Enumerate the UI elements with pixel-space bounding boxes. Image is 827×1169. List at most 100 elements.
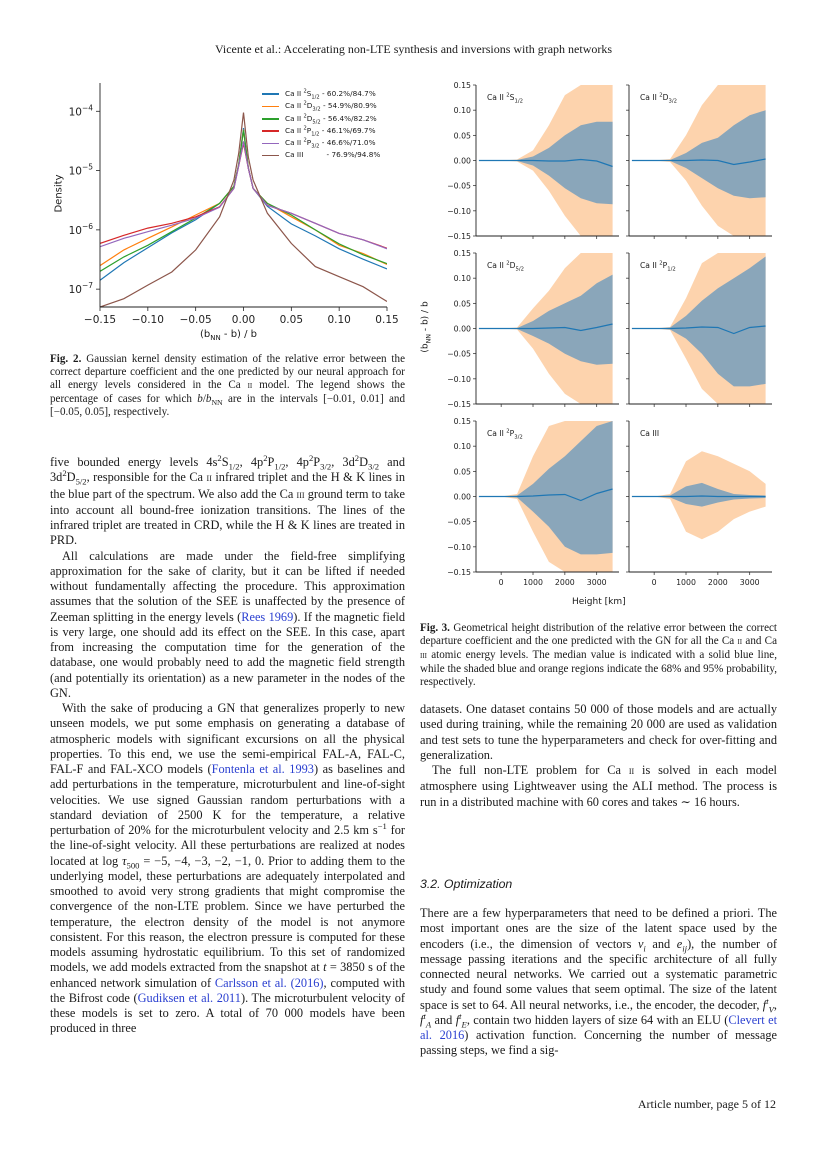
legend-swatch (262, 117, 279, 120)
y-tick-label: 0.15 (454, 249, 471, 258)
legend-label: Ca II 2S1/2 - 60.2%/84.7% (285, 88, 376, 101)
band-68-percent (631, 256, 766, 387)
running-header: Vicente et al.: Accelerating non-LTE syn… (214, 42, 613, 56)
panel-title: Ca II 2P1/2 (640, 260, 676, 273)
median-line (478, 158, 613, 168)
band-68-percent (631, 110, 766, 199)
x-tick-label: −0.05 (180, 314, 212, 326)
panel-title: Ca II 2D3/2 (640, 92, 678, 105)
fig3-y-axis-label: (bNN - b) / b (420, 301, 433, 353)
legend-entry: Ca III - 76.9%/94.8% (262, 149, 380, 161)
x-tick-label: 0.05 (280, 314, 303, 326)
y-tick-label: −0.10 (447, 375, 471, 384)
page-footer: Article number, page 5 of 12 (637, 1097, 776, 1111)
legend-swatch (262, 130, 279, 132)
y-tick-label: −0.10 (447, 543, 471, 552)
y-tick-label: 0.10 (454, 106, 471, 115)
x-tick-label: 0.15 (375, 314, 398, 326)
y-tick-label: 0.15 (454, 81, 471, 90)
y-tick-label: 10−6 (69, 222, 94, 237)
paragraph: datasets. One dataset contains 50 000 of… (420, 702, 777, 762)
paragraph: There are a few hyperparameters that nee… (420, 906, 778, 1058)
fig3-x-axis-label: Height [km] (572, 597, 626, 607)
legend-label: Ca II 2P3/2 - 46.6%/71.0% (285, 137, 376, 150)
panel-title: Ca II 2D5/2 (487, 260, 525, 273)
fig2-density-chart: −0.15 −0.10 −0.05 0.00 0.05 0.10 0.15 10−4 10−5 1… (69, 83, 399, 326)
median-line (478, 323, 613, 332)
y-tick-label: 10−4 (69, 103, 94, 118)
density-curve-series-6 (100, 112, 387, 307)
x-tick-label: 0 (652, 578, 657, 587)
density-curve-series-1 (100, 128, 387, 281)
legend-label: Ca II 2P1/2 - 46.1%/69.7% (285, 125, 376, 138)
y-tick-label: 0.00 (454, 157, 471, 166)
legend-entry: Ca II 2S1/2 - 60.2%/84.7% (262, 88, 380, 100)
median-line (631, 325, 766, 335)
density-curve-series-3 (100, 130, 387, 272)
x-tick-label: −0.15 (84, 314, 116, 326)
fig2-caption: Fig. 2. Gaussian kernel density estimati… (50, 353, 405, 418)
legend-entry: Ca II 2P3/2 - 46.6%/71.0% (262, 137, 380, 149)
section-text: There are a few hyperparameters that nee… (420, 906, 777, 1059)
y-tick-label: 10−5 (69, 163, 94, 178)
y-tick-label: −0.10 (447, 207, 471, 216)
legend-entry: Ca II 2D5/2 - 56.4%/82.2% (262, 113, 380, 125)
legend-label: Ca II 2D3/2 - 54.9%/80.9% (285, 100, 377, 113)
fig2-legend: Ca II 2S1/2 - 60.2%/84.7% Ca II 2D3/2 - … (262, 88, 380, 162)
band-68-percent (478, 274, 613, 365)
y-tick-label: 0.15 (454, 417, 471, 426)
legend-entry: Ca II 2D3/2 - 54.9%/80.9% (262, 100, 380, 112)
y-tick-label: −0.15 (447, 568, 471, 577)
paragraph: The full non-LTE problem for Ca II is so… (420, 763, 777, 809)
y-tick-label: −0.05 (447, 182, 471, 191)
legend-swatch (262, 142, 279, 145)
x-tick-label: −0.10 (132, 314, 164, 326)
panel-title: Ca II 2S1/2 (487, 92, 524, 105)
y-tick-label: 0.10 (454, 442, 471, 451)
y-tick-label: 0.00 (454, 325, 471, 334)
legend-swatch (262, 105, 279, 108)
y-tick-label: 0.10 (454, 274, 471, 283)
y-tick-label: −0.05 (447, 518, 471, 527)
fig2-x-axis-label: (bNN - b) / b (200, 329, 258, 342)
legend-label: Ca III - 76.9%/94.8% (285, 150, 381, 160)
x-tick-label: 0.10 (327, 314, 350, 326)
fig3-height-distribution-chart: 0.15 0.10 0.05 0.00 −0.05 −0.10 −0.15 0.15 0.10 0… (447, 81, 772, 587)
legend-label: Ca II 2D5/2 - 56.4%/82.2% (285, 113, 377, 126)
x-tick-label: 3000 (587, 578, 607, 587)
y-tick-label: 0.05 (454, 467, 471, 476)
x-tick-label: 0.00 (232, 314, 255, 326)
left-column-text: five bounded energy levels 4s2S1/2, 4p2P… (50, 452, 406, 1037)
y-tick-label: −0.15 (447, 232, 471, 241)
paragraph: All calculations are made under the fiel… (50, 548, 405, 700)
y-tick-label: −0.05 (447, 350, 471, 359)
band-68-percent (478, 121, 613, 205)
band-68-percent (631, 482, 766, 507)
legend-swatch (262, 93, 279, 95)
fig3-caption: Fig. 3. Geometrical height distribution … (420, 622, 777, 688)
median-line (631, 495, 766, 498)
panel-title: Ca II 2P3/2 (487, 428, 523, 441)
y-tick-label: 0.05 (454, 131, 471, 140)
y-tick-label: −0.15 (447, 400, 471, 409)
y-tick-label: 10−7 (69, 281, 94, 296)
x-tick-label: 2000 (708, 578, 728, 587)
paragraph: With the sake of producing a GN that gen… (50, 701, 406, 1036)
band-68-percent (478, 421, 613, 555)
median-line (478, 488, 613, 502)
x-tick-label: 2000 (555, 578, 575, 587)
right-column-text: datasets. One dataset contains 50 000 of… (420, 702, 777, 810)
x-tick-label: 1000 (523, 578, 543, 587)
median-line (631, 158, 766, 166)
paragraph: five bounded energy levels 4s2S1/2, 4p2P… (50, 452, 406, 548)
x-tick-label: 0 (499, 578, 504, 587)
y-tick-label: 0.05 (454, 299, 471, 308)
y-tick-label: 0.00 (454, 493, 471, 502)
legend-swatch (262, 154, 279, 157)
legend-entry: Ca II 2P1/2 - 46.1%/69.7% (262, 125, 380, 137)
section-heading: 3.2. Optimization (420, 877, 513, 891)
panel-title: Ca III (640, 429, 660, 438)
x-tick-label: 1000 (676, 578, 696, 587)
density-curve-series-5 (100, 141, 387, 250)
